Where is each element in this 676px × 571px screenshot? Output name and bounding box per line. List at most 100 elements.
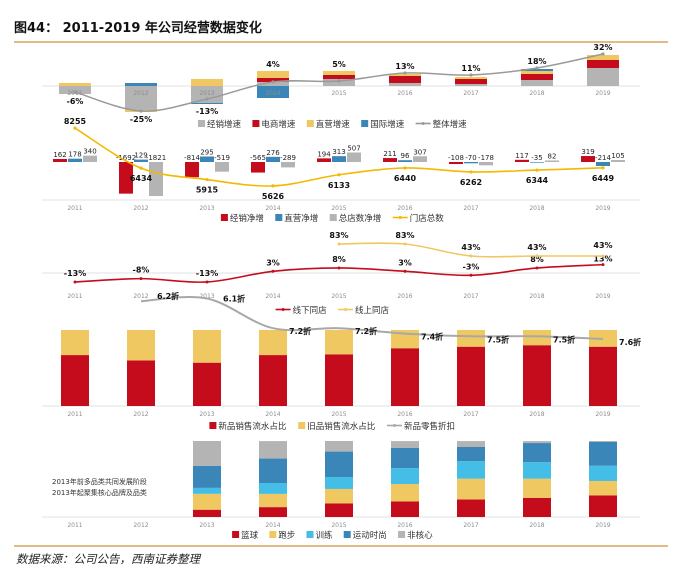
bar-segment — [457, 330, 485, 347]
bar — [398, 160, 412, 162]
bar — [317, 158, 331, 162]
bar-segment — [587, 68, 619, 86]
bar-segment — [391, 484, 419, 502]
x-tick-label: 2011 — [67, 411, 82, 418]
bar-segment — [259, 493, 287, 508]
bar-segment — [523, 441, 551, 444]
data-label: -814 — [184, 154, 200, 162]
legend-item: 篮球 — [232, 530, 259, 541]
legend-label: 线下同店 — [293, 305, 328, 316]
bar — [545, 160, 559, 162]
legend-item: 非核心 — [398, 530, 433, 541]
chart-same-store-growth: 2011 2012 2013 2014 2015 2016 2017 2018 2019 -13%… — [42, 231, 640, 316]
bar — [200, 156, 214, 162]
data-label: 8% — [332, 255, 346, 264]
x-tick-label: 2018 — [529, 205, 544, 212]
legend-label: 门店总数 — [410, 213, 445, 224]
bar-segment — [127, 360, 155, 406]
legend-label: 新品零售折扣 — [404, 421, 455, 432]
data-label: 5% — [332, 60, 346, 69]
bar-segment — [521, 69, 553, 71]
bar-segment — [193, 509, 221, 517]
legend-label: 跑步 — [278, 530, 295, 541]
bar — [383, 158, 397, 162]
bar-segment — [193, 493, 221, 510]
x-tick-label: 2017 — [463, 411, 478, 418]
annotation: 2013年前多品类共同发展阶段 — [52, 477, 147, 486]
legend-swatch — [306, 531, 314, 538]
legend-swatch — [398, 531, 406, 538]
data-label: -565 — [250, 154, 266, 162]
line-point — [469, 170, 473, 174]
bar-segment — [457, 447, 485, 462]
chart-new-product-share: 2011 2012 2013 2014 2015 2016 2017 2018 2019 6.2折… — [42, 291, 641, 432]
x-tick-label: 2013 — [199, 205, 214, 212]
x-tick-label: 2013 — [199, 293, 214, 300]
legend-label: 电商增速 — [261, 119, 296, 130]
bar-segment — [191, 103, 223, 104]
legend-label: 经销增速 — [207, 119, 242, 130]
legend-swatch — [269, 531, 277, 538]
data-label: -108 — [448, 154, 464, 162]
data-label: -6% — [67, 97, 84, 106]
bar-segment — [589, 441, 617, 466]
legend-item: 旧品销售流水占比 — [298, 421, 375, 432]
x-tick-label: 2014 — [265, 205, 280, 212]
data-label: 13% — [593, 255, 612, 264]
data-label: 82 — [548, 152, 557, 160]
data-label: 507 — [347, 145, 360, 153]
data-label: 43% — [593, 241, 612, 250]
bar-segment — [523, 330, 551, 346]
bar-segment — [257, 86, 289, 98]
data-label: 4% — [266, 60, 280, 69]
line-point — [205, 280, 209, 284]
legend-label: 线上同店 — [355, 305, 390, 316]
line-point — [601, 166, 605, 170]
source-note: 数据来源：公司公告，西南证券整理 — [16, 552, 201, 566]
annotation: 2013年起聚集核心品牌及品类 — [52, 488, 147, 497]
x-tick-label: 2015 — [331, 293, 346, 300]
bar-segment — [259, 483, 287, 494]
line-point — [601, 263, 605, 267]
bar-segment — [193, 487, 221, 494]
data-label: 276 — [266, 149, 280, 157]
legend-label: 直营净增 — [284, 213, 318, 224]
bar — [581, 156, 595, 162]
legend-marker — [421, 122, 425, 125]
bar-segment — [193, 465, 221, 488]
bar-segment — [325, 330, 353, 355]
bar-segment — [391, 501, 419, 517]
bar-segment — [193, 330, 221, 363]
line-point — [535, 254, 539, 258]
legend-item: 训练 — [306, 530, 333, 541]
x-tick-label: 2012 — [133, 205, 148, 212]
x-tick-label: 2018 — [529, 90, 544, 97]
x-tick-label: 2016 — [397, 205, 412, 212]
data-label: 7.6折 — [619, 337, 641, 347]
legend-marker — [281, 308, 285, 311]
bar-segment — [589, 495, 617, 517]
bar-segment — [521, 80, 553, 86]
x-tick-label: 2018 — [529, 522, 544, 529]
bar-segment — [61, 355, 89, 406]
bar-segment — [325, 451, 353, 478]
bar-segment — [521, 74, 553, 80]
legend-marker — [344, 308, 347, 311]
bar — [332, 156, 346, 162]
x-tick-label: 2014 — [265, 411, 280, 418]
legend-label: 总店数净增 — [339, 213, 382, 224]
bar-segment — [193, 362, 221, 406]
legend-label: 直营增速 — [316, 119, 351, 130]
data-label: 6449 — [592, 174, 615, 183]
legend-item: 线上同店 — [338, 305, 390, 316]
line-point — [73, 126, 77, 130]
line-point — [403, 166, 407, 170]
line-point — [271, 80, 275, 84]
bar-segment — [325, 477, 353, 489]
data-label: 18% — [527, 57, 546, 66]
x-tick-label: 2013 — [199, 522, 214, 529]
line-point — [337, 242, 341, 246]
line-point — [535, 168, 539, 172]
data-label: 7.4折 — [421, 332, 443, 342]
bar-segment — [257, 71, 289, 78]
